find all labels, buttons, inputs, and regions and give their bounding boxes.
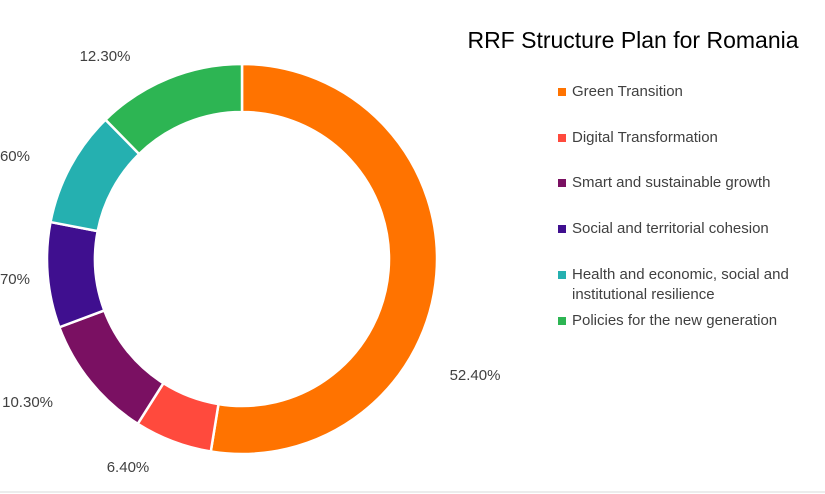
legend-swatch [558,271,566,279]
data-label: 10.30% [2,394,53,411]
legend-label: Health and economic, social and institut… [572,266,789,303]
legend-label: Green Transition [572,83,683,100]
donut-segment [57,308,166,426]
chart-title: RRF Structure Plan for Romania [467,27,798,53]
donut-segment [103,62,244,156]
legend-label: Policies for the new generation [572,312,778,329]
legend-swatch [558,88,566,96]
data-label: 52.40% [450,367,501,384]
legend-swatch [558,317,566,325]
legend-label: Social and territorial cohesion [572,220,769,237]
legend-swatch [558,225,566,233]
data-label: 8.70% [0,271,30,288]
legend-swatch [558,179,566,187]
legend-swatch [558,134,566,142]
data-label: 12.30% [80,48,131,65]
donut-segment [209,62,439,456]
data-label: 6.40% [107,459,150,476]
legend-label: Digital Transformation [572,129,718,146]
donut-segment [45,220,106,329]
data-label: 9.60% [0,148,30,165]
legend-label: Smart and sustainable growth [572,174,771,191]
